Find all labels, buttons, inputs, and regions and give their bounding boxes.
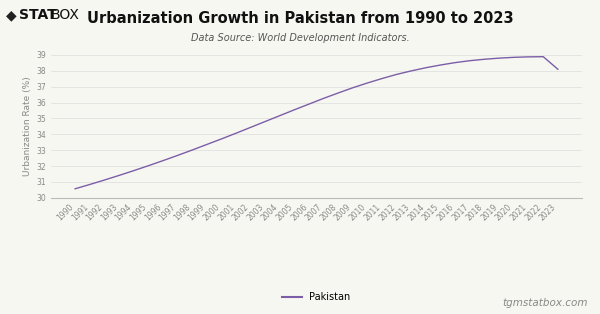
Text: STAT: STAT: [19, 8, 57, 22]
Text: BOX: BOX: [51, 8, 80, 22]
Text: Data Source: World Development Indicators.: Data Source: World Development Indicator…: [191, 33, 409, 43]
Y-axis label: Urbanization Rate (%): Urbanization Rate (%): [23, 77, 32, 176]
Legend: Pakistan: Pakistan: [278, 288, 355, 306]
Text: Urbanization Growth in Pakistan from 1990 to 2023: Urbanization Growth in Pakistan from 199…: [86, 11, 514, 26]
Text: ◆: ◆: [6, 8, 17, 22]
Text: tgmstatbox.com: tgmstatbox.com: [503, 298, 588, 308]
